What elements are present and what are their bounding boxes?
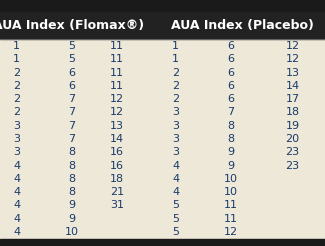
Text: 12: 12	[110, 94, 124, 104]
Text: 9: 9	[227, 147, 234, 157]
Text: 4: 4	[172, 161, 179, 170]
Text: 16: 16	[110, 147, 124, 157]
Text: 3: 3	[172, 108, 179, 117]
Text: 3: 3	[172, 134, 179, 144]
Text: 10: 10	[224, 187, 238, 197]
Text: 1: 1	[13, 54, 20, 64]
Text: 6: 6	[68, 68, 75, 77]
Text: 4: 4	[172, 174, 179, 184]
Text: 20: 20	[285, 134, 300, 144]
Text: 8: 8	[68, 174, 75, 184]
Text: 2: 2	[172, 68, 179, 77]
Text: 8: 8	[68, 161, 75, 170]
Text: 2: 2	[172, 94, 179, 104]
Text: AUA Index (Flomax®): AUA Index (Flomax®)	[0, 19, 144, 32]
Text: 18: 18	[285, 108, 300, 117]
Text: 12: 12	[110, 108, 124, 117]
Text: 10: 10	[64, 227, 79, 237]
Text: 5: 5	[172, 214, 179, 224]
Text: 6: 6	[227, 68, 234, 77]
Text: 11: 11	[224, 200, 238, 210]
Text: 1: 1	[172, 41, 179, 51]
Text: 5: 5	[172, 227, 179, 237]
Text: 2: 2	[172, 81, 179, 91]
Text: 12: 12	[224, 227, 238, 237]
Text: 21: 21	[110, 187, 124, 197]
Text: 11: 11	[224, 214, 238, 224]
Text: 1: 1	[172, 54, 179, 64]
Text: 2: 2	[13, 81, 20, 91]
Text: 6: 6	[227, 54, 234, 64]
Text: 3: 3	[13, 147, 20, 157]
Text: 14: 14	[285, 81, 300, 91]
Bar	[0, 11, 325, 39]
Text: 3: 3	[13, 134, 20, 144]
Text: 9: 9	[68, 200, 75, 210]
Text: 13: 13	[110, 121, 124, 131]
Text: 4: 4	[13, 214, 20, 224]
Text: 8: 8	[227, 134, 234, 144]
Text: 8: 8	[68, 187, 75, 197]
Text: 7: 7	[68, 121, 75, 131]
Text: 7: 7	[68, 94, 75, 104]
Text: 5: 5	[172, 200, 179, 210]
Text: 11: 11	[110, 54, 124, 64]
Text: 13: 13	[285, 68, 300, 77]
Text: 2: 2	[13, 68, 20, 77]
Text: 7: 7	[227, 108, 234, 117]
Text: AUA Index (Placebo): AUA Index (Placebo)	[171, 19, 314, 32]
Text: 18: 18	[110, 174, 124, 184]
Text: 2: 2	[13, 108, 20, 117]
Text: 11: 11	[110, 41, 124, 51]
Text: 11: 11	[110, 81, 124, 91]
Text: 7: 7	[68, 108, 75, 117]
Text: 9: 9	[68, 214, 75, 224]
Text: 7: 7	[68, 134, 75, 144]
Text: 11: 11	[110, 68, 124, 77]
Text: 14: 14	[110, 134, 124, 144]
Text: 6: 6	[227, 81, 234, 91]
Text: 4: 4	[13, 161, 20, 170]
Text: 3: 3	[13, 121, 20, 131]
Text: 31: 31	[110, 200, 124, 210]
Text: 12: 12	[285, 54, 300, 64]
Text: 12: 12	[285, 41, 300, 51]
Text: 3: 3	[172, 147, 179, 157]
Text: 4: 4	[13, 187, 20, 197]
Text: 23: 23	[285, 161, 300, 170]
Text: 6: 6	[68, 81, 75, 91]
Text: 4: 4	[13, 200, 20, 210]
Text: 5: 5	[68, 41, 75, 51]
Text: 9: 9	[227, 161, 234, 170]
Text: 17: 17	[285, 94, 300, 104]
Text: 10: 10	[224, 174, 238, 184]
Text: 8: 8	[68, 147, 75, 157]
Text: 4: 4	[13, 227, 20, 237]
Text: 2: 2	[13, 94, 20, 104]
Text: 1: 1	[13, 41, 20, 51]
Bar	[0, 0, 325, 11]
Text: 6: 6	[227, 41, 234, 51]
Text: 6: 6	[227, 94, 234, 104]
Text: 5: 5	[68, 54, 75, 64]
Text: 3: 3	[172, 121, 179, 131]
Text: 4: 4	[13, 174, 20, 184]
Text: 19: 19	[285, 121, 300, 131]
Bar	[0, 239, 325, 246]
Text: 23: 23	[285, 147, 300, 157]
Text: 16: 16	[110, 161, 124, 170]
Text: 4: 4	[172, 187, 179, 197]
Text: 8: 8	[227, 121, 234, 131]
